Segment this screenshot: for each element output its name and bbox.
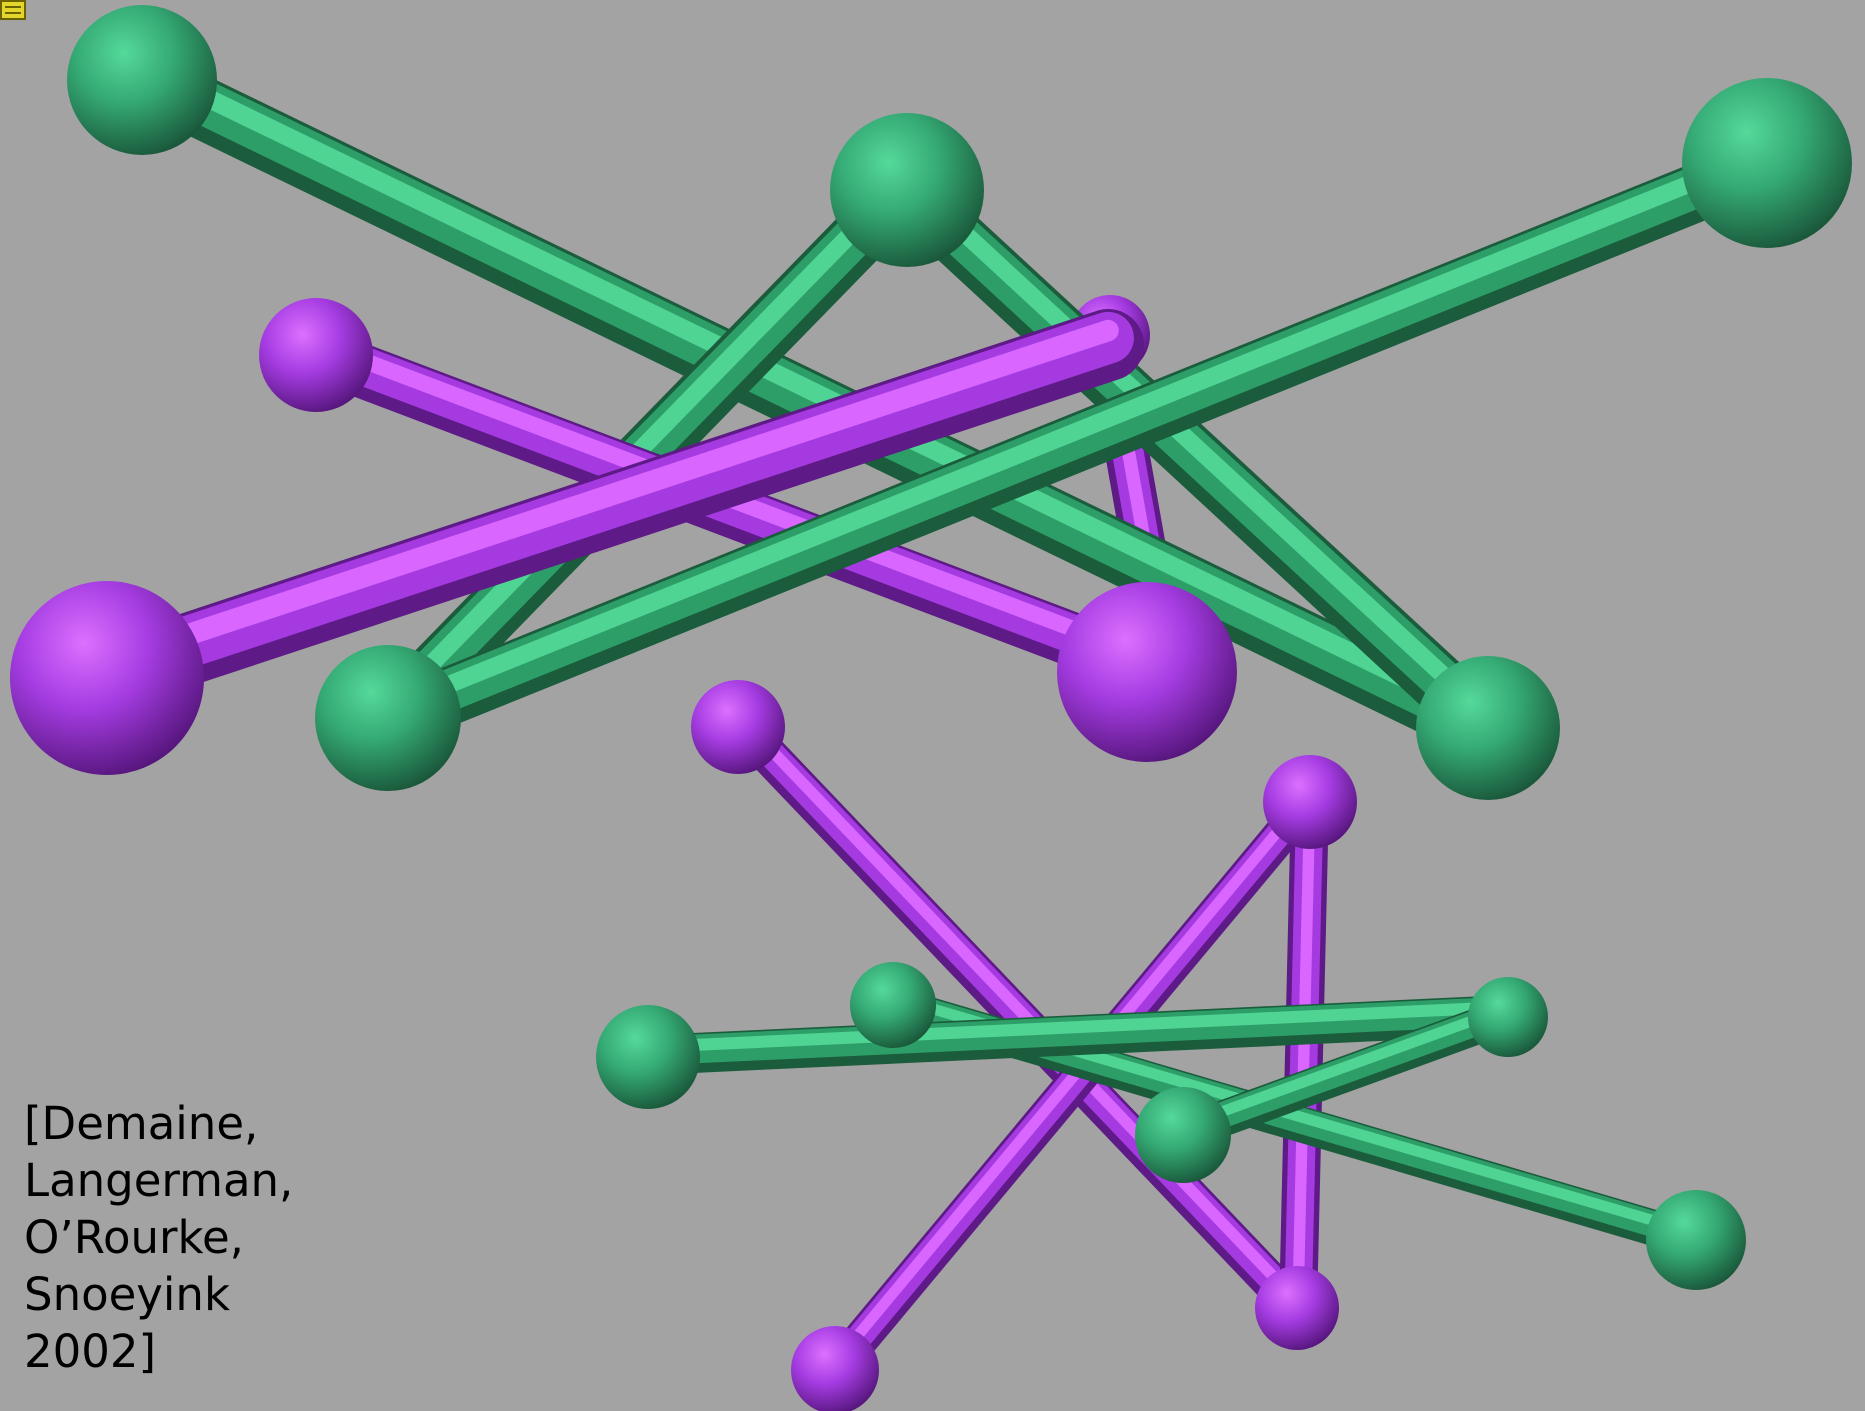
green-joint (1646, 1190, 1746, 1290)
green-joint (1135, 1087, 1231, 1183)
green-rod (876, 161, 1519, 759)
linkage-back-layer (10, 5, 1852, 800)
green-rod (1165, 997, 1526, 1151)
purple-joint (1255, 1266, 1339, 1350)
green-rod (630, 995, 1528, 1075)
green-joint (596, 1005, 700, 1109)
green-joint (850, 962, 936, 1048)
purple-rod (817, 782, 1328, 1388)
purple-joint (10, 581, 204, 775)
citation-line: 2002] (24, 1325, 157, 1378)
citation-text: [Demaine, Langerman, O’Rourke, Snoeyink … (24, 1095, 293, 1380)
purple-rod (721, 706, 1317, 1329)
green-rod (361, 136, 1794, 749)
linkage-front-layer (596, 680, 1746, 1411)
citation-line: O’Rourke, (24, 1211, 244, 1264)
purple-joint (791, 1326, 879, 1411)
citation-line: [Demaine, (24, 1097, 259, 1150)
purple-joint (1057, 582, 1237, 762)
purple-rod (74, 309, 1144, 711)
purple-rod (1279, 781, 1329, 1329)
green-joint (67, 5, 217, 155)
green-joint (1416, 656, 1560, 800)
purple-joint (691, 680, 785, 774)
citation-line: Snoeyink (24, 1268, 231, 1321)
green-joint (830, 113, 984, 267)
citation-line: Langerman, (24, 1154, 294, 1207)
purple-joint (259, 298, 373, 412)
green-joint (1468, 977, 1548, 1057)
green-joint (1682, 78, 1852, 248)
menu-icon[interactable] (0, 0, 26, 20)
purple-joint (1263, 755, 1357, 849)
green-joint (315, 645, 461, 791)
